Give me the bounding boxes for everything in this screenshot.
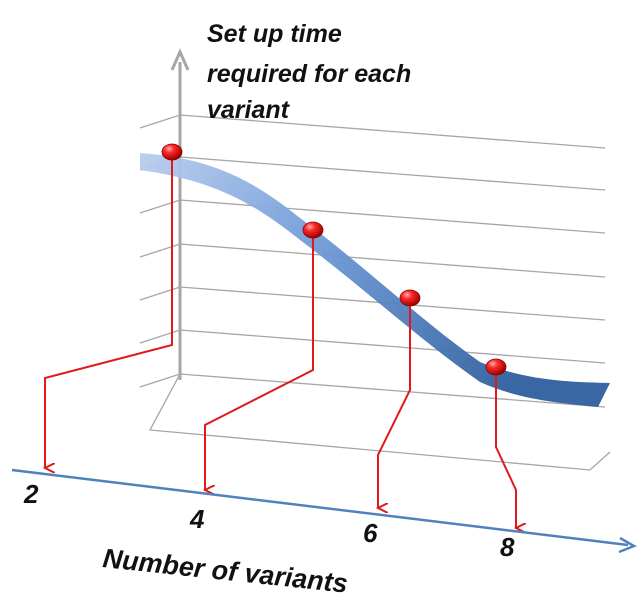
grid-line (139, 243, 606, 278)
y-axis-label-line-2: required for each (207, 60, 411, 88)
leader-line-6 (378, 298, 411, 508)
x-axis-label: Number of variants (101, 543, 349, 599)
x-tick-label-2: 2 (23, 479, 39, 509)
series-ribbon (140, 153, 610, 407)
grid-floor-line (148, 373, 611, 471)
x-tick-label-4: 4 (189, 504, 205, 534)
data-point-marker-2 (161, 143, 183, 161)
x-axis (11, 468, 637, 554)
grid-line (139, 199, 606, 234)
data-point-marker-4 (302, 221, 324, 239)
y-axis-label-line-3: variant (207, 96, 291, 124)
leader-line-2 (45, 152, 173, 468)
leader-line-4 (205, 230, 314, 490)
grid-line (139, 329, 606, 364)
data-point-marker-8 (485, 358, 507, 376)
x-tick-label-8: 8 (500, 532, 515, 562)
y-axis (170, 48, 190, 380)
leader-line-8 (495, 367, 516, 528)
x-tick-label-6: 6 (363, 518, 378, 548)
y-axis-label-line-1: Set up time (207, 20, 342, 48)
data-point-marker-6 (399, 289, 421, 307)
